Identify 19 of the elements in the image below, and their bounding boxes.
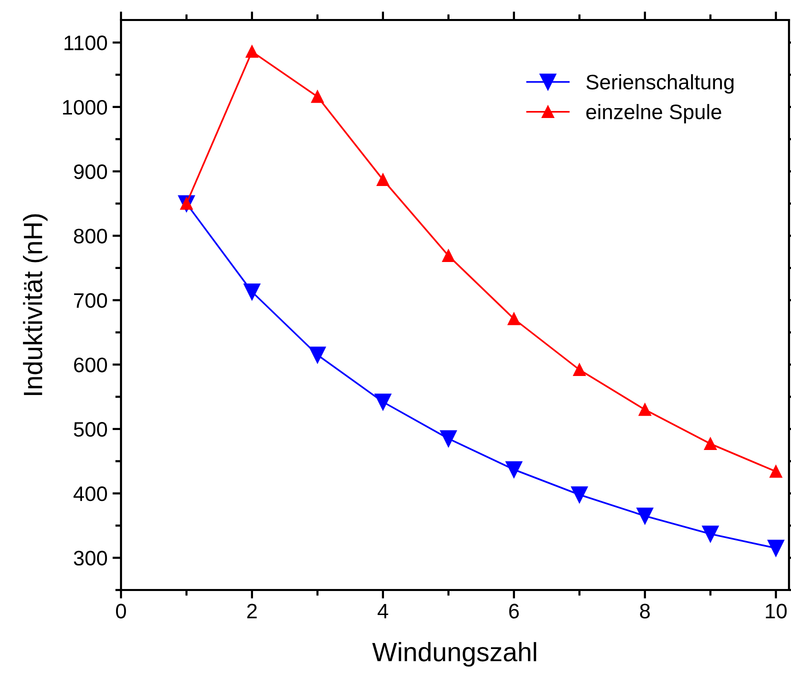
x-tick-label: 0	[116, 604, 126, 618]
y-tick-label: 900	[74, 164, 107, 180]
y-tick-label: 1100	[64, 36, 107, 50]
y-tick-label: 1000	[63, 100, 107, 115]
y-tick-label: 400	[74, 486, 107, 502]
legend-label: Serienschaltung	[586, 74, 734, 94]
y-tick-label: 600	[74, 358, 107, 372]
y-tick-label: 800	[74, 228, 107, 244]
x-tick-label: 6	[509, 604, 519, 618]
y-tick-label: 300	[74, 550, 107, 566]
y-tick-label: 500	[74, 422, 107, 437]
x-axis-title: Windungszahl	[372, 642, 536, 667]
x-tick-label: 10	[766, 604, 787, 618]
y-axis-title: Induktivität (nH)	[22, 214, 48, 395]
x-tick-label: 8	[640, 604, 650, 618]
x-tick-label: 4	[378, 604, 388, 618]
legend-label: einzelne Spule	[586, 104, 722, 124]
x-tick-label: 2	[247, 604, 257, 618]
y-tick-label: 700	[74, 293, 107, 308]
